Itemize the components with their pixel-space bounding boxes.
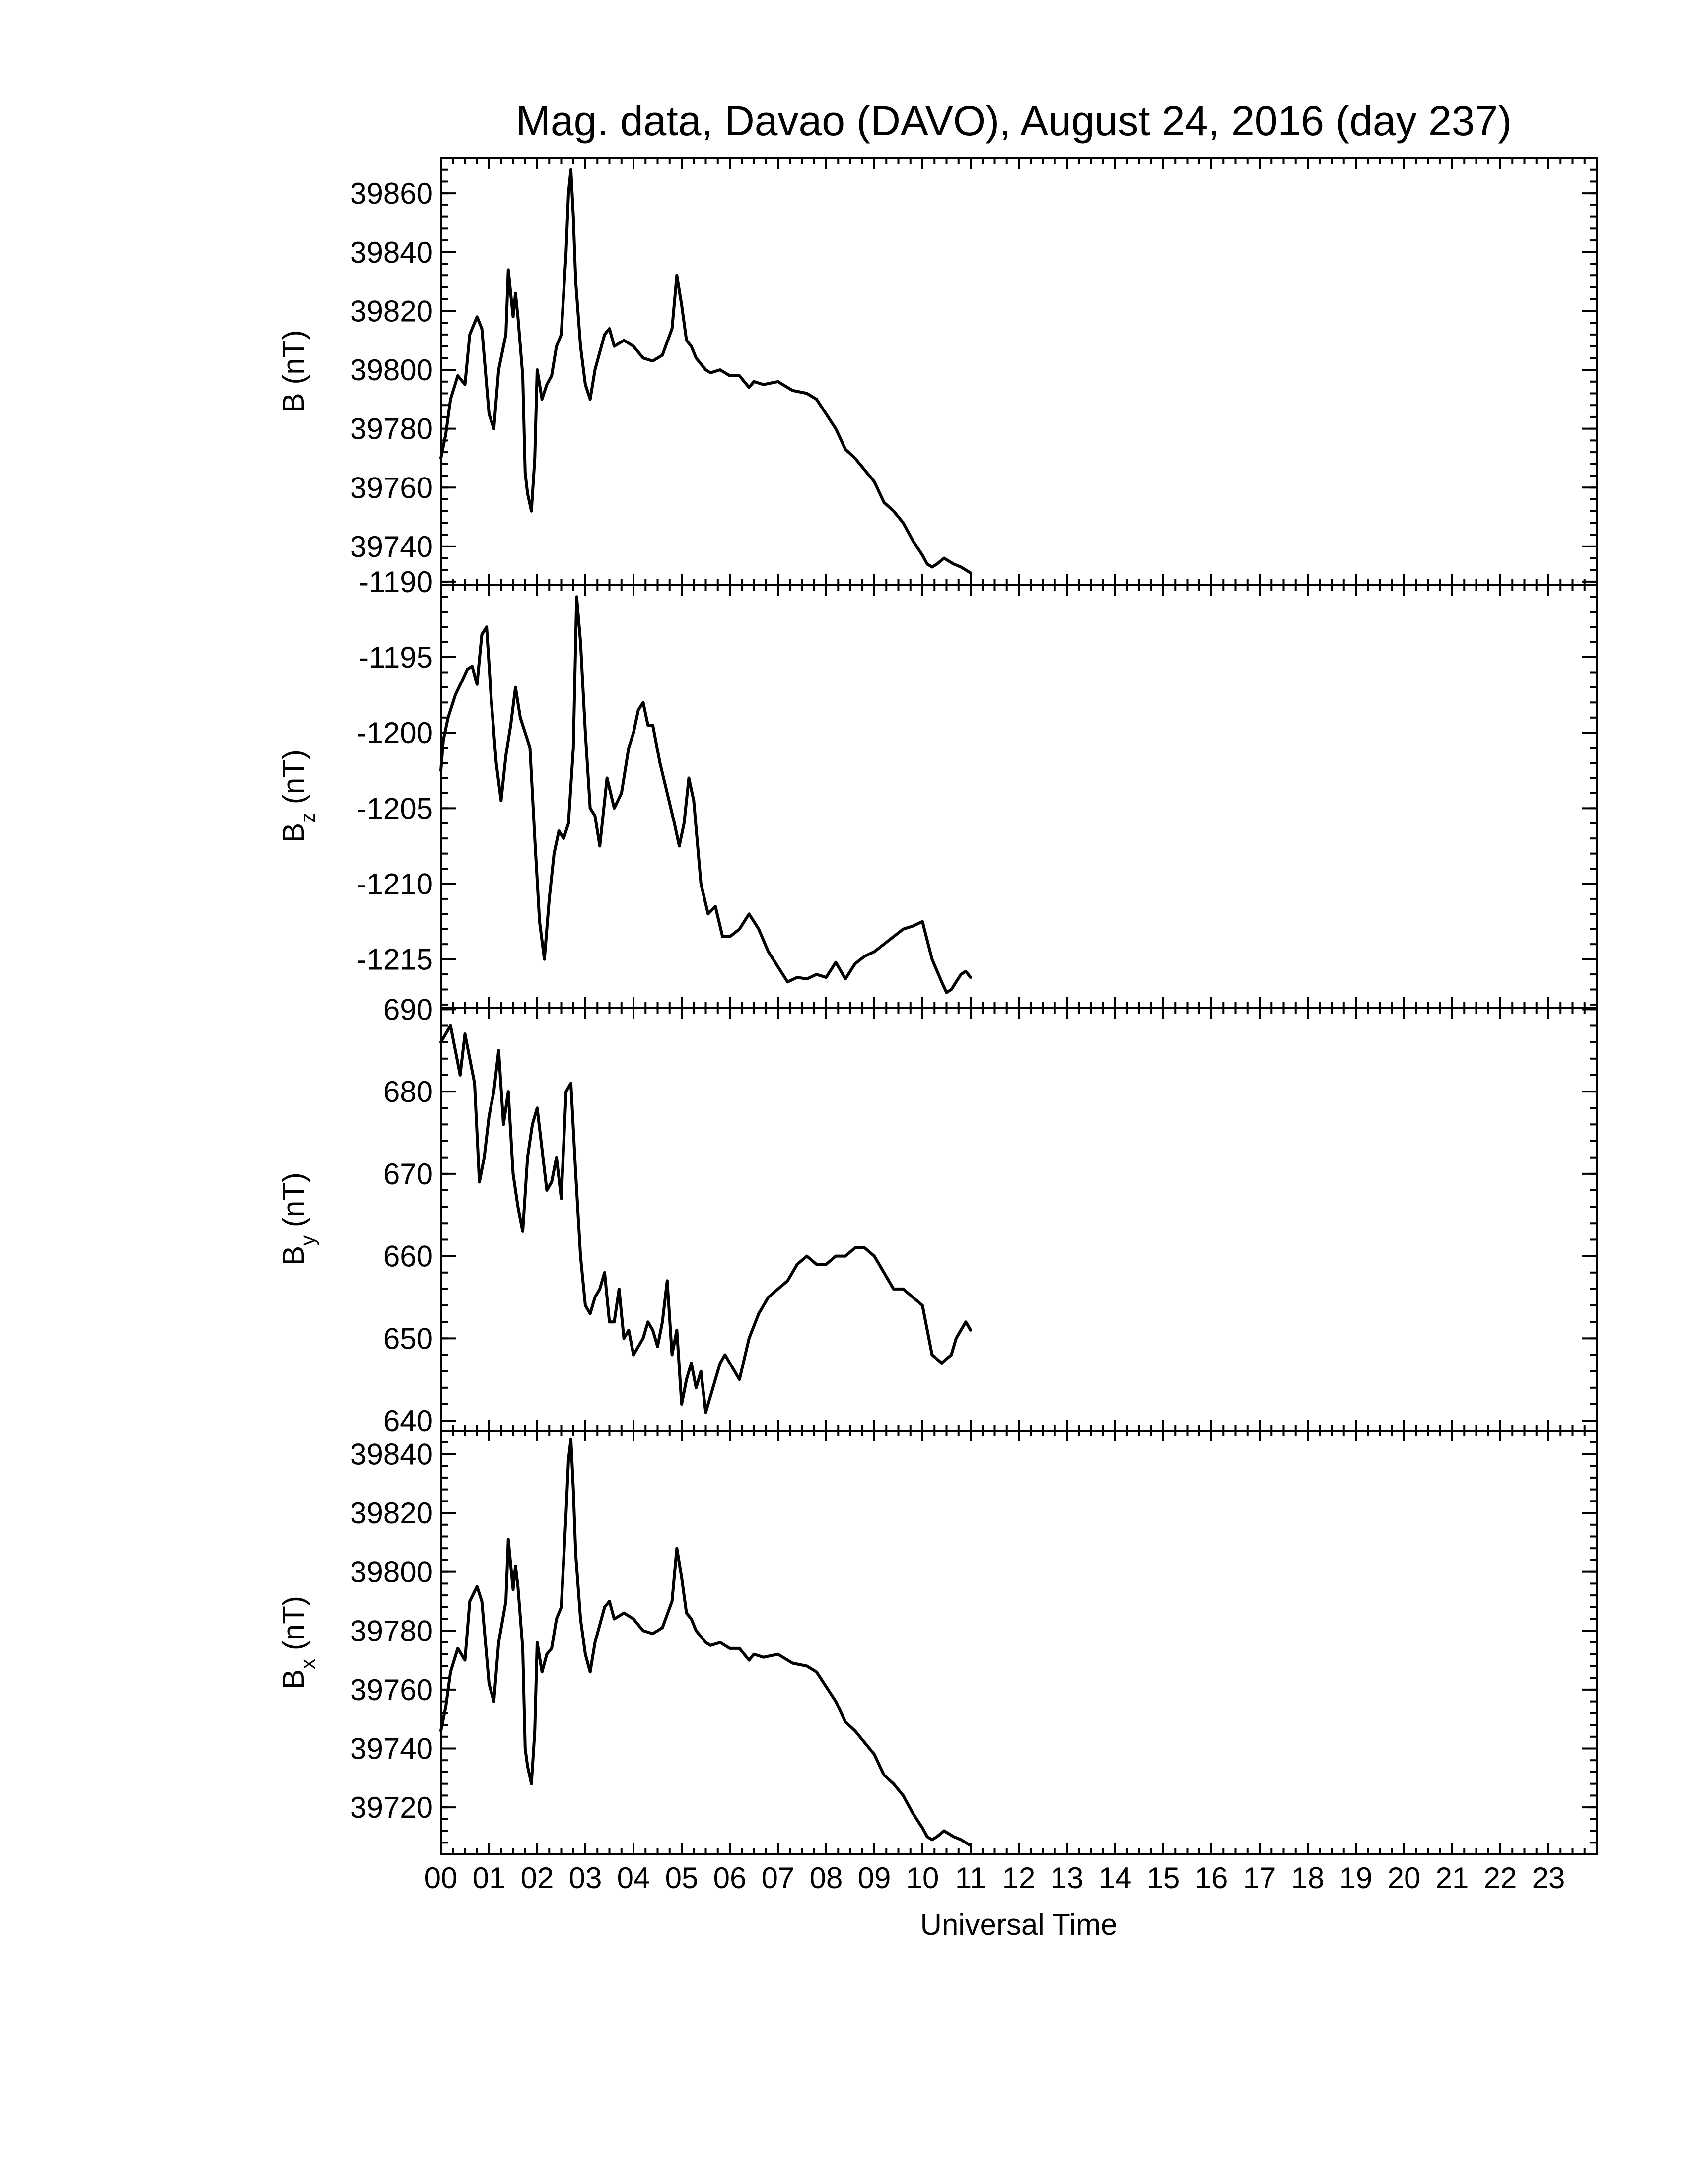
y-tick-label: 680	[383, 1075, 433, 1108]
panel-Bx: 39720 39740 39760 39780 39800 39820 39840 Bx (n…	[277, 1430, 1598, 1855]
x-tick-label: 22	[1484, 1861, 1517, 1895]
y-tick-label: 39840	[350, 236, 433, 269]
y-tick-label: 39740	[350, 530, 433, 563]
series-line-B	[439, 168, 972, 575]
y-tick-label: 39780	[350, 412, 433, 446]
x-tick-label: 13	[1051, 1861, 1084, 1895]
x-tick-label: 11	[955, 1861, 986, 1895]
series-line-By	[439, 1024, 972, 1414]
panels-group: 39740 39760 39780 39800 39820 39840 39860 B (nT…	[277, 157, 1598, 1855]
x-ticks	[440, 1008, 1598, 1431]
x-tick-label: 01	[473, 1861, 506, 1895]
x-tick-label: 16	[1195, 1861, 1228, 1895]
y-axis-label: By (nT)	[277, 1172, 319, 1266]
y-tick-label: -1215	[357, 943, 433, 976]
x-tick-label: 15	[1147, 1861, 1180, 1895]
y-tick-label: 39820	[350, 294, 433, 328]
panel-By: 640 650 660 670 680 690 By (nT)	[277, 993, 1598, 1437]
series-line-Bz	[439, 595, 972, 994]
y-tick-label: 650	[383, 1322, 433, 1355]
x-tick-label: 14	[1099, 1861, 1132, 1895]
y-ticks: 39740 39760 39780 39800 39820 39840 39860	[350, 157, 1597, 583]
y-tick-label: 39800	[350, 1556, 433, 1589]
panel-frame	[440, 1430, 1598, 1855]
x-ticks	[440, 585, 1598, 1008]
y-axis-label-main: B	[277, 1669, 310, 1689]
y-axis-label-sub: z	[296, 813, 319, 823]
chart-title: Mag. data, Davao (DAVO), August 24, 2016…	[516, 97, 1512, 144]
y-tick-label: 660	[383, 1240, 433, 1273]
y-axis-label: B (nT)	[277, 330, 310, 413]
panel-frame	[440, 584, 1598, 1009]
x-tick-label: 09	[858, 1861, 891, 1895]
y-ticks: -1215 -1210 -1205 -1200 -1195 -1190	[357, 565, 1597, 1006]
x-tick-label: 07	[762, 1861, 795, 1895]
x-tick-label: 17	[1243, 1861, 1276, 1895]
y-tick-label: 670	[383, 1158, 433, 1191]
x-tick-label: 21	[1436, 1861, 1469, 1895]
series-line-Bx	[439, 1437, 972, 1847]
y-tick-label: 39760	[350, 1673, 433, 1706]
x-tick-label: 06	[713, 1861, 747, 1895]
y-axis-label: Bx (nT)	[277, 1596, 319, 1689]
y-tick-label: 640	[383, 1404, 433, 1437]
y-axis-label-sub: x	[296, 1659, 319, 1669]
y-axis-label-unit: (nT)	[277, 1172, 310, 1235]
y-axis-label-unit: (nT)	[277, 750, 310, 813]
x-axis-label: Universal Time	[920, 1908, 1118, 1941]
x-tick-label: 03	[569, 1861, 602, 1895]
y-ticks: 39720 39740 39760 39780 39800 39820 39840	[350, 1430, 1597, 1855]
x-tick-label: 18	[1291, 1861, 1325, 1895]
y-axis-label-main: B	[277, 393, 310, 412]
x-ticks	[440, 158, 1598, 585]
panel-Bz: -1215 -1210 -1205 -1200 -1195 -1190 Bz (nT)	[277, 565, 1598, 1009]
y-tick-label: -1205	[357, 792, 433, 825]
y-tick-label: -1195	[359, 641, 433, 674]
y-axis-label-unit: (nT)	[277, 330, 310, 393]
x-ticks	[440, 1431, 1598, 1854]
y-tick-label: 39740	[350, 1732, 433, 1766]
y-tick-label: 39780	[350, 1614, 433, 1647]
panel-frame	[440, 1007, 1598, 1432]
y-tick-label: -1200	[357, 716, 433, 750]
y-axis-label-main: B	[277, 1246, 310, 1266]
y-axis-label: Bz (nT)	[277, 750, 319, 843]
y-axis-label-sub: y	[296, 1235, 319, 1246]
y-tick-label: 39720	[350, 1791, 433, 1824]
x-tick-label: 23	[1532, 1861, 1565, 1895]
y-tick-label: -1210	[357, 867, 433, 900]
y-tick-label: 690	[383, 993, 433, 1026]
y-tick-label: 39760	[350, 471, 433, 504]
x-tick-label: 19	[1339, 1861, 1373, 1895]
x-tick-label: 04	[617, 1861, 650, 1895]
y-tick-label: 39800	[350, 353, 433, 387]
panel-B: 39740 39760 39780 39800 39820 39840 39860 B (nT…	[277, 157, 1598, 586]
x-tick-label: 08	[810, 1861, 843, 1895]
panel-frame	[440, 157, 1598, 586]
y-tick-label: -1190	[359, 565, 433, 599]
y-axis-label-unit: (nT)	[277, 1596, 310, 1659]
x-tick-label: 05	[665, 1861, 699, 1895]
x-tick-label: 00	[424, 1861, 458, 1895]
y-tick-label: 39820	[350, 1497, 433, 1530]
x-axis: Universal Time 00 01 02 03 04 05 06 07 08 09 10 11 1…	[424, 1861, 1565, 1941]
x-tick-label: 20	[1388, 1861, 1421, 1895]
y-axis-label-main: B	[277, 823, 310, 843]
x-tick-label: 02	[521, 1861, 554, 1895]
x-tick-label: 10	[906, 1861, 939, 1895]
y-ticks: 640 650 660 670 680 690	[383, 993, 1597, 1437]
x-tick-label: 12	[1002, 1861, 1036, 1895]
y-tick-label: 39860	[350, 177, 433, 210]
y-tick-label: 39840	[350, 1437, 433, 1471]
